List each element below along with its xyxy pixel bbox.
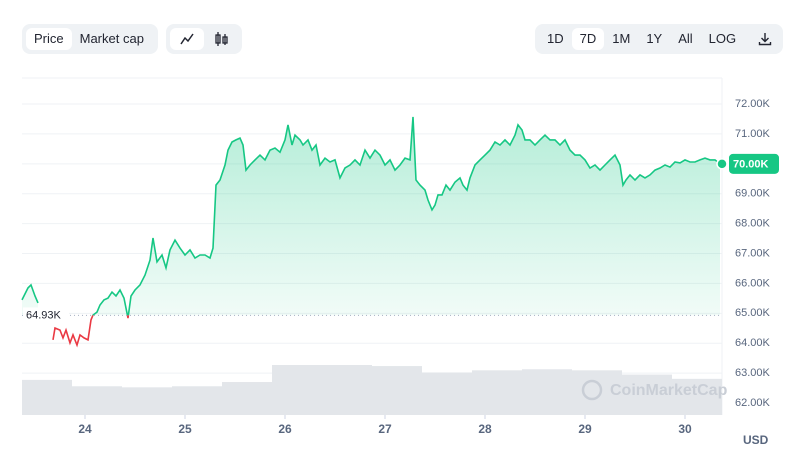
candle-icon bbox=[215, 32, 228, 46]
y-tick-label: 72.00K bbox=[735, 98, 771, 110]
unit-label: USD bbox=[743, 433, 769, 447]
volume-bar bbox=[572, 370, 622, 415]
volume-bar bbox=[172, 386, 222, 415]
y-tick-label: 71.00K bbox=[735, 128, 771, 140]
download-button[interactable] bbox=[750, 28, 780, 50]
volume-bar bbox=[422, 372, 472, 415]
volume-bar bbox=[672, 378, 722, 415]
volume-bar bbox=[472, 370, 522, 415]
view-toggle: Price Market cap bbox=[22, 24, 158, 54]
x-tick-label: 26 bbox=[278, 422, 292, 436]
reference-label: 64.93K bbox=[26, 309, 62, 321]
volume-bar bbox=[622, 374, 672, 415]
view-button[interactable]: Market cap bbox=[79, 31, 144, 46]
volume-bar bbox=[22, 379, 72, 415]
x-tick-label: 25 bbox=[178, 422, 192, 436]
line-icon bbox=[180, 33, 194, 45]
chart-style-toggle bbox=[166, 24, 242, 54]
watermark-logo bbox=[581, 379, 603, 401]
y-tick-label: 63.00K bbox=[735, 367, 771, 379]
y-tick-label: 62.00K bbox=[735, 397, 771, 409]
volume-bar bbox=[72, 386, 122, 415]
y-tick-label: 67.00K bbox=[735, 247, 771, 259]
current-price-badge bbox=[729, 153, 779, 174]
x-tick-label: 30 bbox=[678, 422, 692, 436]
volume-bar bbox=[272, 365, 322, 415]
y-tick-label: 64.00K bbox=[735, 337, 771, 349]
candle-style-button[interactable] bbox=[204, 28, 238, 50]
download-icon bbox=[758, 33, 772, 46]
volume-bar bbox=[322, 365, 372, 415]
range-button[interactable]: 1Y bbox=[646, 31, 663, 46]
reference-label-bg bbox=[23, 307, 69, 324]
x-tick-label: 28 bbox=[478, 422, 492, 436]
price-line bbox=[21, 116, 721, 316]
y-tick-label: 69.00K bbox=[735, 188, 771, 200]
y-tick-label: 70.00K bbox=[735, 158, 771, 170]
x-tick-label: 29 bbox=[578, 422, 592, 436]
log-button[interactable]: LOG bbox=[708, 31, 737, 46]
current-price-label: 70.00K bbox=[733, 159, 769, 171]
volume-bar bbox=[122, 387, 172, 415]
current-price-dot bbox=[716, 158, 728, 170]
view-button[interactable]: Price bbox=[26, 28, 72, 50]
line-style-button[interactable] bbox=[170, 28, 204, 50]
range-button[interactable]: 7D bbox=[571, 28, 605, 50]
x-tick-label: 24 bbox=[78, 422, 92, 436]
watermark: CoinMarketCap bbox=[610, 382, 728, 399]
range-button[interactable]: 1D bbox=[547, 31, 564, 46]
range-button[interactable]: All bbox=[678, 31, 693, 46]
x-tick-label: 27 bbox=[378, 422, 392, 436]
area-fill bbox=[22, 116, 720, 316]
volume-bar bbox=[222, 382, 272, 415]
y-tick-label: 65.00K bbox=[735, 307, 771, 319]
price-line-below bbox=[52, 315, 130, 348]
volume-bar bbox=[372, 366, 422, 415]
range-toggle: 1D 7D 1M 1Y All LOG bbox=[535, 24, 783, 54]
y-tick-label: 68.00K bbox=[735, 218, 771, 230]
y-tick-label: 66.00K bbox=[735, 277, 771, 289]
volume-bar bbox=[522, 369, 572, 415]
range-button[interactable]: 1M bbox=[612, 31, 631, 46]
